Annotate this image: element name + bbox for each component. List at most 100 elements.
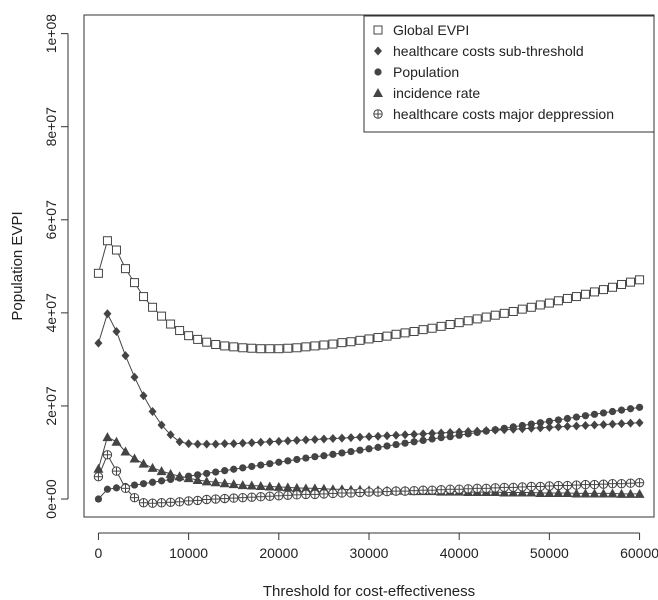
y-tick-label: 4e+07 bbox=[43, 293, 59, 333]
data-point bbox=[273, 481, 284, 491]
data-point bbox=[518, 421, 526, 430]
legend: Global EVPI healthcare costs sub-threshol… bbox=[363, 15, 655, 133]
series-4 bbox=[93, 450, 645, 508]
data-point bbox=[102, 450, 113, 460]
data-point bbox=[581, 420, 590, 430]
data-point bbox=[175, 326, 185, 336]
data-point bbox=[374, 431, 383, 441]
data-point bbox=[165, 497, 176, 507]
data-point bbox=[283, 490, 293, 501]
data-point bbox=[283, 343, 293, 353]
data-point bbox=[139, 480, 148, 488]
x-tick-label: 0 bbox=[95, 545, 103, 561]
data-point bbox=[634, 488, 645, 498]
data-point bbox=[590, 420, 599, 430]
data-point bbox=[436, 321, 446, 331]
data-point bbox=[120, 483, 131, 494]
data-point bbox=[203, 469, 211, 478]
data-point bbox=[346, 488, 356, 498]
data-point bbox=[526, 481, 537, 492]
data-point bbox=[156, 498, 167, 508]
x-tick-label: 60000 bbox=[620, 545, 658, 561]
data-point bbox=[562, 480, 573, 491]
data-point bbox=[301, 489, 311, 500]
data-point bbox=[599, 409, 608, 417]
data-point bbox=[192, 474, 203, 484]
data-point bbox=[255, 481, 266, 491]
data-point bbox=[598, 488, 609, 498]
data-point bbox=[590, 410, 599, 418]
data-point bbox=[625, 478, 636, 488]
data-point bbox=[419, 429, 428, 439]
data-point bbox=[284, 457, 292, 465]
data-point bbox=[500, 424, 508, 432]
y-axis: 0e+00 2e+07 4e+07 6e+07 8e+07 1e+08 bbox=[43, 14, 69, 519]
data-point bbox=[193, 334, 203, 344]
data-point bbox=[482, 427, 490, 435]
data-point bbox=[544, 481, 555, 491]
data-point bbox=[192, 495, 203, 506]
data-point bbox=[464, 430, 472, 438]
data-point bbox=[634, 478, 645, 488]
data-point bbox=[544, 298, 554, 308]
data-point bbox=[418, 325, 428, 335]
data-point bbox=[608, 407, 617, 416]
data-point bbox=[544, 487, 555, 497]
data-point bbox=[383, 442, 391, 450]
data-point bbox=[428, 435, 436, 443]
data-point bbox=[509, 423, 517, 431]
data-point bbox=[112, 326, 121, 336]
data-point bbox=[166, 430, 175, 440]
data-point bbox=[328, 339, 338, 349]
data-point bbox=[310, 489, 320, 500]
data-point bbox=[202, 337, 212, 347]
data-point bbox=[111, 245, 121, 255]
data-point bbox=[175, 437, 184, 447]
data-point bbox=[266, 460, 274, 468]
data-point bbox=[319, 489, 329, 499]
data-point bbox=[112, 484, 121, 492]
legend-box bbox=[363, 15, 655, 133]
data-point bbox=[490, 483, 500, 493]
data-point bbox=[581, 412, 590, 420]
data-point bbox=[293, 455, 301, 464]
data-point bbox=[635, 275, 645, 285]
data-point bbox=[572, 413, 581, 421]
data-point bbox=[210, 477, 221, 487]
data-point bbox=[147, 498, 158, 508]
data-point bbox=[282, 482, 293, 492]
data-point bbox=[391, 329, 401, 339]
data-point bbox=[626, 405, 635, 413]
data-point bbox=[571, 488, 582, 498]
data-point bbox=[427, 323, 437, 333]
data-point bbox=[535, 481, 546, 492]
data-point bbox=[246, 480, 257, 490]
data-point bbox=[229, 342, 239, 352]
data-point bbox=[147, 462, 158, 472]
data-point bbox=[120, 264, 130, 274]
data-point bbox=[265, 437, 274, 447]
data-point bbox=[409, 326, 419, 336]
data-point bbox=[156, 466, 167, 476]
data-point bbox=[102, 432, 113, 442]
data-point bbox=[562, 487, 573, 497]
legend-key bbox=[373, 109, 383, 119]
data-point bbox=[338, 449, 346, 457]
data-point bbox=[508, 482, 519, 493]
data-point bbox=[309, 483, 320, 493]
data-point bbox=[248, 462, 256, 471]
data-point bbox=[183, 496, 194, 506]
data-point bbox=[219, 493, 230, 504]
y-tick-label: 2e+07 bbox=[43, 386, 59, 426]
series-layer bbox=[93, 236, 645, 508]
y-tick-label: 1e+08 bbox=[43, 14, 59, 54]
data-point bbox=[220, 439, 229, 449]
data-point bbox=[239, 464, 247, 472]
data-point bbox=[553, 480, 564, 491]
data-point bbox=[310, 341, 320, 351]
data-point bbox=[626, 418, 635, 428]
data-point bbox=[194, 471, 202, 479]
data-point bbox=[202, 439, 211, 449]
data-point bbox=[626, 277, 636, 287]
data-point bbox=[607, 478, 618, 489]
